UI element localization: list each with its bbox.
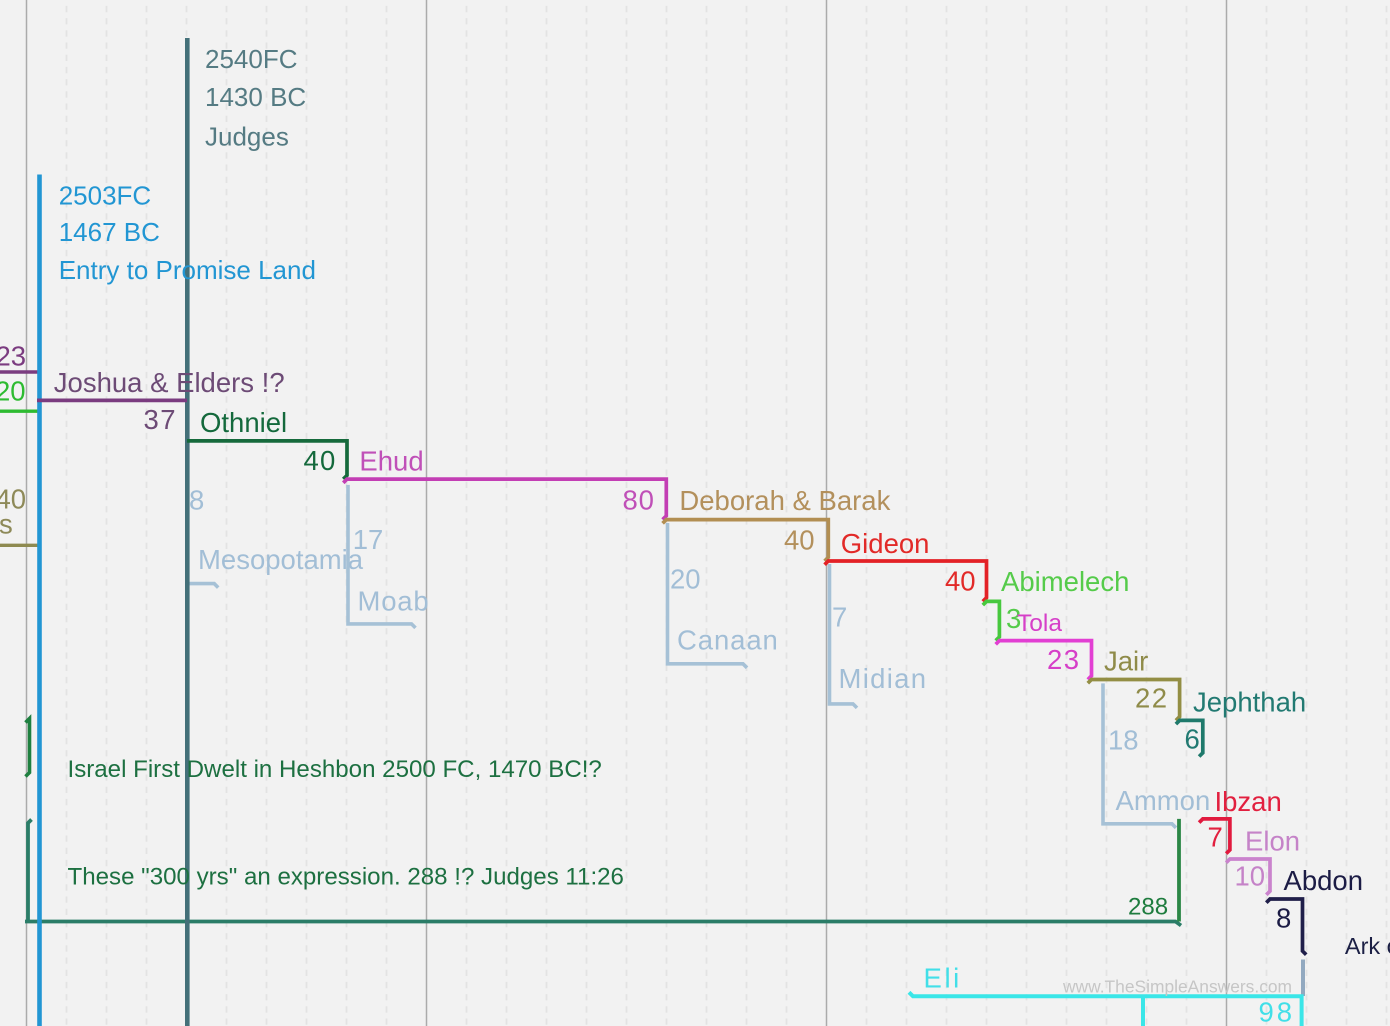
svg-text:Jair: Jair	[1104, 646, 1148, 677]
svg-text:288: 288	[1128, 894, 1168, 921]
svg-text:Gideon: Gideon	[841, 528, 930, 559]
svg-text:Entry to Promise Land: Entry to Promise Land	[59, 255, 316, 285]
svg-text:Abimelech: Abimelech	[1001, 566, 1129, 597]
svg-text:17: 17	[353, 524, 384, 555]
svg-text:Joshua & Elders !?: Joshua & Elders !?	[54, 367, 285, 398]
svg-text:3: 3	[1006, 603, 1021, 634]
svg-text:Ibzan: Ibzan	[1215, 786, 1282, 817]
svg-text:Jephthah: Jephthah	[1193, 687, 1306, 718]
svg-text:22: 22	[1135, 683, 1169, 714]
svg-text:Abdon: Abdon	[1284, 865, 1364, 896]
svg-text:40: 40	[0, 484, 26, 515]
svg-text:8: 8	[1276, 903, 1291, 934]
svg-text:Midian: Midian	[839, 663, 928, 694]
svg-text:Elon: Elon	[1245, 826, 1300, 857]
svg-text:10: 10	[1235, 861, 1266, 892]
svg-text:Ammon: Ammon	[1116, 785, 1211, 816]
svg-text:40: 40	[304, 445, 337, 476]
svg-text:20: 20	[0, 375, 26, 406]
svg-text:40: 40	[945, 566, 976, 597]
svg-text:Moab: Moab	[358, 585, 430, 616]
svg-text:Judges: Judges	[205, 122, 289, 152]
svg-text:18: 18	[1108, 725, 1139, 756]
svg-text:80: 80	[623, 485, 655, 516]
svg-text:2503FC: 2503FC	[59, 181, 152, 211]
svg-text:s: s	[0, 508, 13, 539]
svg-text:1467 BC: 1467 BC	[59, 217, 160, 247]
svg-text:Israel First Dwelt in Heshbon: Israel First Dwelt in Heshbon 2500 FC, 1…	[68, 756, 602, 783]
svg-text:23: 23	[0, 341, 26, 372]
svg-text:These "300 yrs" an expression.: These "300 yrs" an expression. 288 !? Ju…	[68, 864, 624, 891]
svg-text:Ehud: Ehud	[359, 446, 423, 477]
svg-text:20: 20	[670, 564, 701, 595]
svg-text:www.TheSimpleAnswers.com: www.TheSimpleAnswers.com	[1062, 976, 1292, 996]
svg-text:Deborah & Barak: Deborah & Barak	[679, 485, 890, 516]
svg-text:7: 7	[832, 602, 847, 633]
svg-text:Tola: Tola	[1017, 610, 1062, 637]
svg-text:2540FC: 2540FC	[205, 44, 298, 74]
svg-text:37: 37	[144, 404, 178, 435]
svg-text:23: 23	[1047, 644, 1081, 675]
svg-text:8: 8	[189, 485, 204, 516]
svg-text:40: 40	[784, 525, 815, 556]
svg-text:1430 BC: 1430 BC	[205, 82, 306, 112]
svg-text:Eli: Eli	[924, 963, 962, 994]
svg-text:Canaan: Canaan	[677, 625, 779, 656]
svg-text:Othniel: Othniel	[200, 407, 287, 438]
svg-text:Mesopotamia: Mesopotamia	[198, 544, 364, 575]
svg-text:98: 98	[1259, 997, 1296, 1026]
svg-text:7: 7	[1208, 822, 1223, 853]
svg-text:6: 6	[1185, 724, 1200, 755]
svg-text:Ark of: Ark of	[1345, 933, 1390, 959]
